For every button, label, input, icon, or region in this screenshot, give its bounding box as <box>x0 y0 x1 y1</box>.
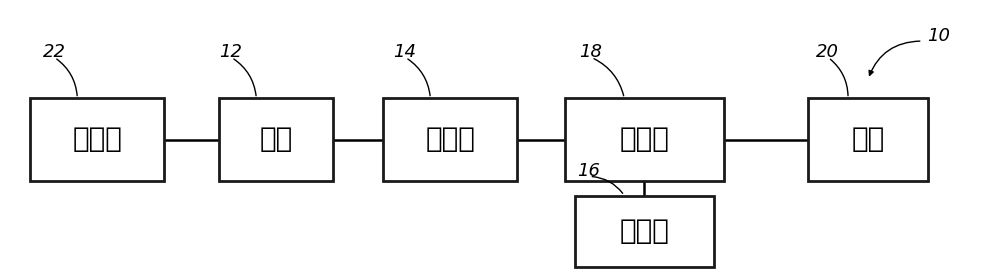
Text: 车轮: 车轮 <box>851 126 885 153</box>
Bar <box>219 98 333 181</box>
Text: 14: 14 <box>394 43 417 61</box>
Bar <box>575 196 714 267</box>
Text: 电池: 电池 <box>260 126 293 153</box>
Text: 16: 16 <box>578 162 601 180</box>
Text: 10: 10 <box>928 27 951 45</box>
Bar <box>808 98 928 181</box>
Text: 变速器: 变速器 <box>619 126 669 153</box>
Bar <box>565 98 724 181</box>
Text: 18: 18 <box>580 43 603 61</box>
Text: 22: 22 <box>43 43 66 61</box>
Text: 充电器: 充电器 <box>72 126 122 153</box>
Text: 12: 12 <box>220 43 243 61</box>
Text: 发动机: 发动机 <box>619 217 669 245</box>
Bar <box>30 98 164 181</box>
Text: 20: 20 <box>816 43 839 61</box>
Bar <box>383 98 517 181</box>
Text: 电动机: 电动机 <box>425 126 475 153</box>
